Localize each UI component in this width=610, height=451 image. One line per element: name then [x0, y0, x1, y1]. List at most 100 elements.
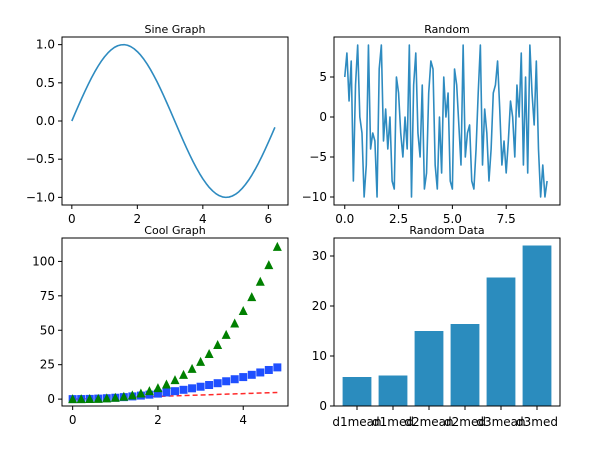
x-tick-label: d3mean [476, 415, 525, 429]
triangle-point [264, 260, 274, 270]
bar [342, 377, 372, 406]
x-tick-label: 0.0 [335, 212, 354, 226]
x-tick: d3mean [476, 406, 526, 429]
y-tick: 50 [40, 323, 62, 337]
plot-frame [61, 36, 289, 206]
subplot-2: Random −10 −5 0 5 0.0 2.5 5.0 7.5 [302, 23, 561, 226]
y-tick: 5 [319, 70, 334, 84]
plot-frame [333, 36, 561, 206]
bar [450, 324, 480, 406]
y-tick-label: −0.5 [26, 152, 55, 166]
triangle-point [119, 391, 129, 401]
y-tick-label: 0 [319, 110, 327, 124]
triangle-point [161, 379, 171, 389]
subplot-title: Cool Graph [144, 224, 205, 237]
y-tick: −1.0 [26, 190, 62, 204]
triangle-point [255, 276, 265, 286]
x-tick: 2 [134, 205, 142, 226]
y-tick-label: 75 [40, 289, 55, 303]
x-tick-label: 2 [134, 212, 142, 226]
x-tick: 4 [239, 406, 247, 427]
y-tick: −10 [302, 190, 334, 204]
bar [414, 331, 444, 406]
x-tick: d2mean [404, 406, 454, 429]
square-point [196, 382, 205, 391]
y-tick-label: −10 [302, 190, 327, 204]
y-tick: 30 [312, 249, 334, 263]
triangle-point [247, 292, 257, 302]
triangle-point [204, 348, 214, 358]
triangle-point [68, 394, 78, 404]
y-tick-label: 100 [32, 254, 55, 268]
triangle-point [136, 388, 146, 398]
subplot-title: Sine Graph [144, 23, 205, 36]
x-tick-label: d1mean [332, 415, 381, 429]
triangle-point [110, 392, 120, 402]
y-tick: 1.0 [36, 38, 62, 52]
y-tick: 0 [319, 399, 334, 413]
square-point [205, 381, 214, 390]
square-point [153, 389, 162, 398]
triangle-point [230, 318, 240, 328]
square-point [256, 368, 265, 377]
square-point [230, 375, 239, 384]
y-tick-label: 50 [40, 323, 55, 337]
x-tick-label: d2mean [404, 415, 453, 429]
y-tick-label: −1.0 [26, 190, 55, 204]
subplot-1: Sine Graph −1.0 −0.5 0.0 0.5 1.0 0 2 4 6 [26, 23, 289, 226]
bar [486, 277, 516, 406]
x-tick-label: 4 [239, 413, 247, 427]
square-point [179, 385, 188, 394]
y-tick: 0.5 [36, 76, 62, 90]
x-tick: d2med [444, 406, 486, 429]
triangle-point [179, 369, 189, 379]
triangle-point [76, 394, 86, 404]
square-point [171, 387, 179, 396]
x-tick-label: 2.5 [389, 212, 408, 226]
square-point [273, 363, 282, 372]
subplot-title: Random Data [409, 224, 484, 237]
square-point [264, 365, 273, 374]
x-tick-label: 5.0 [443, 212, 462, 226]
triangle-point [85, 394, 95, 404]
series-line [343, 44, 548, 198]
y-tick-label: 0 [319, 399, 327, 413]
series-line [71, 43, 276, 199]
y-tick: 25 [40, 358, 62, 372]
y-tick-label: 0.5 [36, 76, 55, 90]
x-tick-label: d1med [372, 415, 414, 429]
x-tick: 0 [68, 205, 76, 226]
triangle-point [238, 305, 248, 315]
plot-frame [61, 237, 289, 407]
triangle-point [272, 241, 282, 251]
plot-frame [333, 237, 561, 407]
triangle-point [93, 393, 103, 403]
x-tick: d1mean [332, 406, 382, 429]
y-tick-label: 0 [47, 392, 55, 406]
square-point [188, 384, 197, 393]
y-tick-label: 1.0 [36, 38, 55, 52]
triangle-point [144, 386, 154, 396]
x-tick-label: 4 [199, 212, 207, 226]
x-tick: 2 [154, 406, 162, 427]
triangle-point [170, 375, 180, 385]
square-point [222, 377, 231, 386]
y-tick-label: 0.0 [36, 114, 55, 128]
bar [522, 245, 552, 406]
x-tick: d1med [372, 406, 414, 429]
y-tick: 0 [47, 392, 62, 406]
x-tick-label: 6 [265, 212, 273, 226]
y-tick-label: 20 [312, 299, 327, 313]
x-tick: 6 [265, 205, 273, 226]
square-point [239, 373, 248, 382]
triangle-point [127, 390, 137, 400]
triangle-point [196, 356, 206, 366]
subplot-4: Random Data 0 10 20 30 d1meand1medd2meand2med… [312, 224, 561, 429]
y-tick: −5 [309, 150, 334, 164]
x-tick: 2.5 [389, 205, 408, 226]
y-tick: 20 [312, 299, 334, 313]
bar [378, 375, 408, 406]
y-tick: 10 [312, 349, 334, 363]
subplot-3: Cool Graph 0 25 50 75 100 0 2 4 [32, 224, 289, 427]
